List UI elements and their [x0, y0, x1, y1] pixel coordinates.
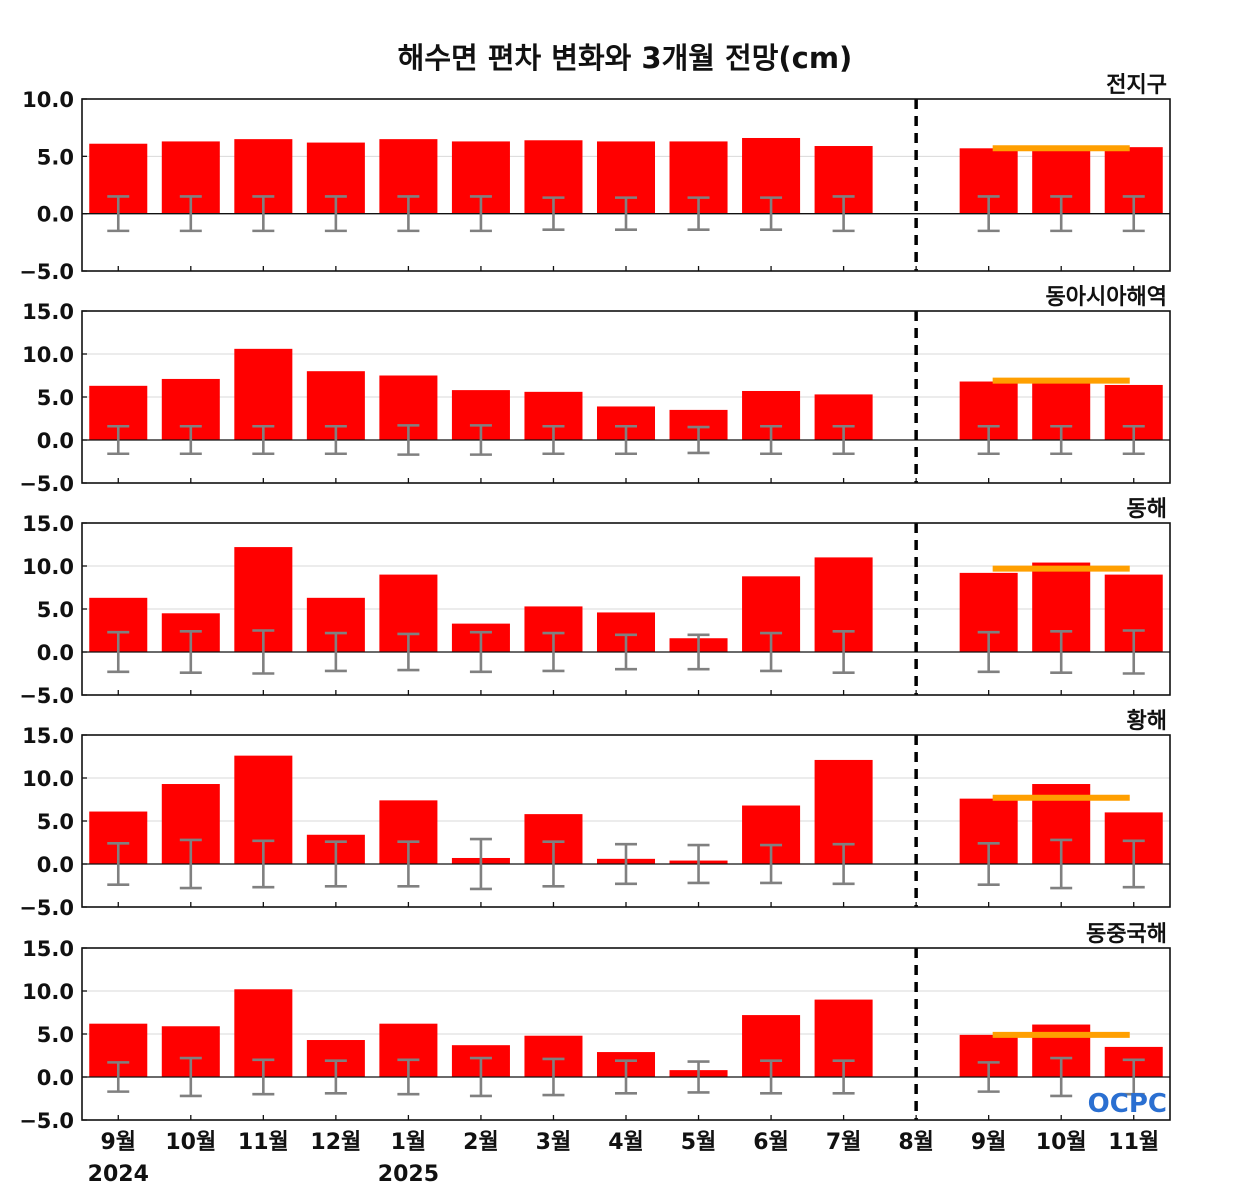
- x-tick-label: 9월: [100, 1130, 136, 1155]
- y-tick-label: 5.0: [37, 386, 74, 410]
- y-tick-label: 0.0: [37, 641, 74, 665]
- y-tick-label: 0.0: [37, 1066, 74, 1090]
- x-tick-label: 6월: [753, 1130, 789, 1155]
- x-tick-label: 8월: [898, 1130, 934, 1155]
- y-tick-label: 5.0: [37, 598, 74, 622]
- y-tick-label: 10.0: [22, 343, 74, 367]
- y-tick-label: 5.0: [37, 1023, 74, 1047]
- y-tick-label: 15.0: [22, 937, 74, 961]
- y-tick-label: 0.0: [37, 429, 74, 453]
- chart-title: 해수면 편차 변화와 3개월 전망(cm): [398, 41, 853, 75]
- bar: [234, 348, 293, 440]
- x-tick-label: 11월: [238, 1130, 289, 1155]
- y-tick-label: 10.0: [22, 88, 74, 112]
- y-tick-label: 10.0: [22, 555, 74, 579]
- panel-4: 15.0 10.0 5.0 0.0 −5.0 동중국해: [19, 922, 1171, 1133]
- x-tick-label: 4월: [608, 1130, 644, 1155]
- x-tick-label: 1월: [391, 1130, 427, 1155]
- x-axis-labels: 9월 10월 11월 12월 1월 2월 3월 4월 5월 6월 7월 8월 9월 10월 11월 2024 2…: [88, 1130, 1160, 1187]
- y-tick-label: −5.0: [19, 260, 74, 284]
- x-tick-label: 7월: [826, 1130, 862, 1155]
- panel-0: 10.0 5.0 0.0 −5.0 전지구: [19, 73, 1171, 284]
- y-tick-label: 10.0: [22, 767, 74, 791]
- y-tick-label: 5.0: [37, 145, 74, 169]
- y-tick-label: 15.0: [22, 512, 74, 536]
- x-tick-label: 2월: [463, 1130, 499, 1155]
- x-tick-label: 3월: [536, 1130, 572, 1155]
- panel-label: 동아시아해역: [1046, 285, 1167, 310]
- x-tick-label: 9월: [971, 1130, 1007, 1155]
- y-tick-label: 5.0: [37, 810, 74, 834]
- x-tick-label: 12월: [310, 1130, 361, 1155]
- x-tick-label: 11월: [1108, 1130, 1159, 1155]
- panel-label: 황해: [1127, 709, 1167, 734]
- year-label: 2024: [88, 1162, 149, 1187]
- y-tick-label: 15.0: [22, 300, 74, 324]
- y-tick-label: −5.0: [19, 684, 74, 708]
- y-tick-label: 15.0: [22, 724, 74, 748]
- y-tick-label: 10.0: [22, 980, 74, 1004]
- x-tick-label: 10월: [165, 1130, 216, 1155]
- y-tick-label: 0.0: [37, 853, 74, 877]
- y-tick-label: −5.0: [19, 1109, 74, 1133]
- y-tick-label: 0.0: [37, 203, 74, 227]
- y-tick-label: −5.0: [19, 896, 74, 920]
- panel-2: 15.0 10.0 5.0 0.0 −5.0 동해: [19, 497, 1171, 708]
- panel-label: 동해: [1127, 497, 1167, 522]
- panel-label: 동중국해: [1086, 922, 1167, 947]
- ocpc-logo: OCPC: [1088, 1089, 1167, 1119]
- chart-panels: 10.0 5.0 0.0 −5.0 전지구 15.0 10.0 5.0 0.0 −5.0 동아시아해…: [19, 73, 1171, 1133]
- panel-label: 전지구: [1106, 73, 1167, 98]
- panel-1: 15.0 10.0 5.0 0.0 −5.0 동아시아해역: [19, 285, 1171, 496]
- x-tick-label: 10월: [1036, 1130, 1087, 1155]
- y-tick-label: −5.0: [19, 472, 74, 496]
- panel-3: 15.0 10.0 5.0 0.0 −5.0 황해: [19, 709, 1171, 920]
- year-label: 2025: [378, 1162, 439, 1187]
- x-tick-label: 5월: [681, 1130, 717, 1155]
